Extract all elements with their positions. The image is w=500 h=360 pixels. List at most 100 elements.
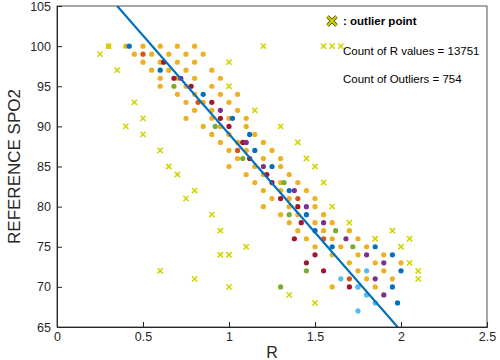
tick-label: 85 <box>37 160 51 174</box>
point <box>235 148 240 153</box>
annotation: : outlier point <box>343 15 417 27</box>
tick-label: 95 <box>37 80 51 94</box>
point <box>304 188 309 193</box>
point <box>364 268 369 273</box>
outlier-point <box>287 292 292 297</box>
outlier-point <box>312 164 317 169</box>
point <box>209 100 214 105</box>
point <box>373 244 378 249</box>
outlier-point <box>398 244 403 249</box>
point <box>244 172 249 177</box>
point <box>381 268 386 273</box>
point <box>218 116 223 121</box>
point <box>226 164 231 169</box>
outlier-point <box>106 44 111 49</box>
point <box>287 212 292 217</box>
point <box>304 212 309 217</box>
outlier-point <box>140 132 145 137</box>
point <box>350 244 355 249</box>
tick: 2 <box>398 322 405 344</box>
point <box>269 164 274 169</box>
outlier-point <box>226 252 231 257</box>
outlier-point <box>226 60 231 65</box>
point <box>158 68 163 73</box>
outlier-point <box>140 116 145 121</box>
point <box>321 268 326 273</box>
point <box>390 252 395 257</box>
point <box>192 60 197 65</box>
point <box>373 260 378 265</box>
point <box>295 204 300 209</box>
tick-mark <box>57 46 62 47</box>
tick-mark <box>229 322 230 327</box>
tick: 90 <box>37 120 62 134</box>
outlier-point <box>218 228 223 233</box>
point <box>269 148 274 153</box>
outlier-point <box>321 44 326 49</box>
point <box>287 220 292 225</box>
tick-mark <box>401 322 402 327</box>
point <box>330 284 335 289</box>
point <box>292 236 297 241</box>
outlier-point <box>347 220 352 225</box>
outlier-point <box>407 260 412 265</box>
point <box>201 92 206 97</box>
point <box>287 188 292 193</box>
point <box>158 84 163 89</box>
axis-line <box>58 322 488 328</box>
point <box>158 76 163 81</box>
outlier-point <box>321 180 326 185</box>
point <box>261 156 266 161</box>
point <box>226 100 231 105</box>
point <box>192 44 197 49</box>
outlier-point <box>175 172 180 177</box>
tick-label: 90 <box>37 120 51 134</box>
point <box>304 268 309 273</box>
point <box>312 252 317 257</box>
point <box>252 180 257 185</box>
tick: 65 <box>37 321 62 335</box>
tick-label: 1.5 <box>307 330 324 344</box>
tick-mark <box>57 126 62 127</box>
point <box>355 236 360 241</box>
point <box>278 164 283 169</box>
point <box>398 268 403 273</box>
plot-frame <box>57 6 487 327</box>
point <box>304 236 309 241</box>
point <box>149 68 154 73</box>
point <box>218 108 223 113</box>
outlier-point <box>244 244 249 249</box>
tick-label: 80 <box>37 200 51 214</box>
point <box>261 204 266 209</box>
point <box>390 276 395 281</box>
outlier-point <box>390 228 395 233</box>
outlier-point <box>158 268 163 273</box>
point <box>261 164 266 169</box>
tick-mark <box>57 86 62 87</box>
point <box>140 52 145 57</box>
tick-label: 0.5 <box>135 330 152 344</box>
outlier-point <box>183 196 188 201</box>
series <box>338 268 378 313</box>
point <box>347 260 352 265</box>
plot: 00.511.522.565707580859095100105 <box>30 0 496 344</box>
point <box>364 244 369 249</box>
annotations: : outlier pointCount of R values = 13751… <box>328 15 480 85</box>
point <box>183 100 188 105</box>
outlier-point <box>192 276 197 281</box>
outlier-point <box>373 236 378 241</box>
point <box>347 276 352 281</box>
outlier-point <box>278 124 283 129</box>
tick: 75 <box>37 240 62 254</box>
series <box>161 60 352 290</box>
point <box>149 52 154 57</box>
point <box>330 220 335 225</box>
tick: 1 <box>226 322 233 344</box>
tick-mark <box>57 207 62 208</box>
point <box>321 220 326 225</box>
point <box>218 140 223 145</box>
tick: 100 <box>30 40 62 54</box>
series <box>171 84 355 290</box>
outlier-point <box>226 84 231 89</box>
point <box>278 284 283 289</box>
